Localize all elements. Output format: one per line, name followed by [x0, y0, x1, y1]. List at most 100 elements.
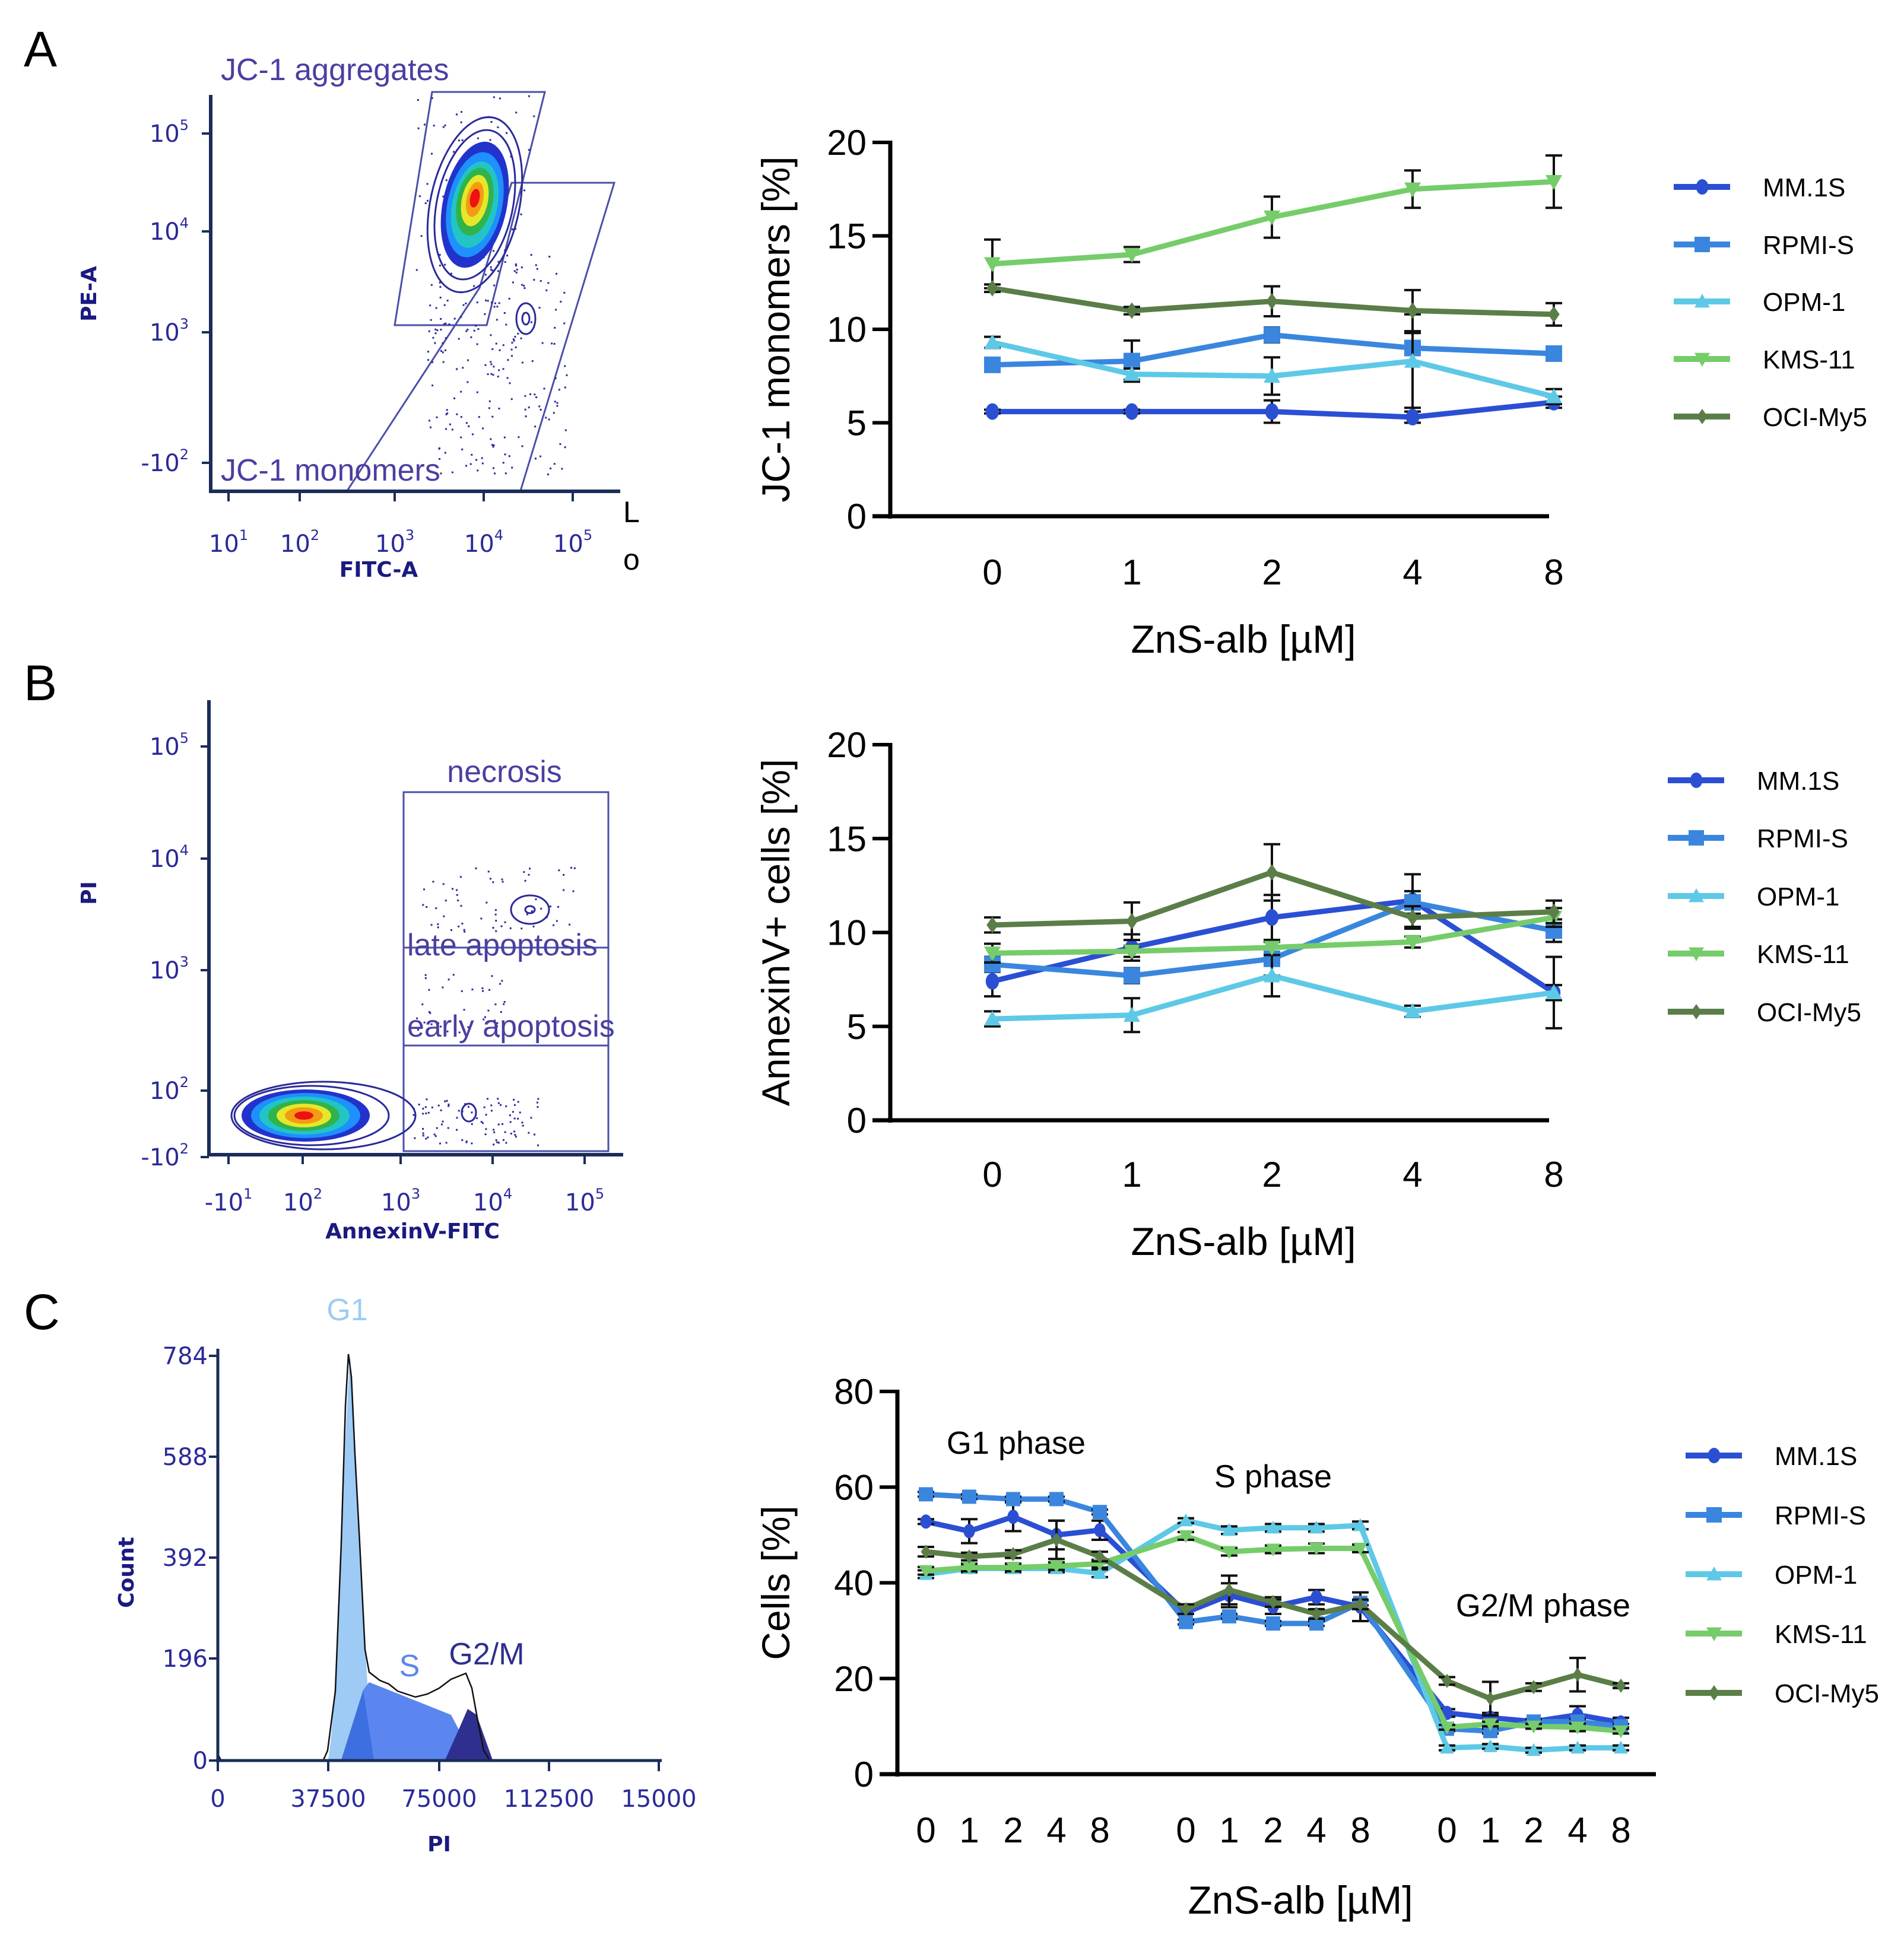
phase-label: G2/M phase [1456, 1588, 1630, 1623]
histogram-x-tick: 112500 [504, 1785, 595, 1813]
data-point [1265, 909, 1279, 926]
legend-marker [1706, 1566, 1722, 1581]
legend-item: MM.1S [1674, 173, 1845, 202]
data-point [1124, 944, 1140, 960]
histogram-x-label: PI [427, 1832, 451, 1857]
data-point [964, 1549, 975, 1564]
flow-b-events [412, 866, 576, 1146]
x-axis-label: ZnS-alb [µM] [1131, 1219, 1356, 1263]
data-point [921, 1545, 931, 1559]
flow-b-y-tick: 104 [150, 842, 189, 873]
series-oci-my5 [984, 843, 1562, 942]
y-axis-label: AnnexinV+ cells [%] [754, 759, 798, 1106]
y-tick-label: 5 [847, 403, 867, 443]
flow-b-y-tick: -102 [141, 1140, 189, 1171]
histogram-y-tick: 392 [163, 1545, 208, 1572]
data-point [1124, 1006, 1140, 1022]
histogram-x-tick: 37500 [290, 1785, 366, 1813]
y-tick-label: 15 [827, 819, 867, 859]
series-opm-1 [984, 954, 1562, 1034]
data-point [1124, 247, 1140, 263]
data-point [1407, 302, 1419, 319]
legend-label: RPMI-S [1763, 231, 1854, 260]
data-point [1616, 1678, 1626, 1693]
x-tick-label: 4 [1046, 1810, 1066, 1850]
data-point [1266, 1520, 1280, 1534]
series-opm-1 [984, 313, 1562, 409]
legend-item: RPMI-S [1674, 231, 1854, 260]
y-tick-label: 80 [834, 1372, 874, 1412]
peak-label-s: S [399, 1649, 420, 1683]
phase-label: G1 phase [947, 1425, 1086, 1461]
s-phase-fill [341, 1682, 475, 1760]
x-tick-label: 4 [1402, 1155, 1422, 1194]
data-point [1126, 913, 1138, 930]
data-point [1572, 1667, 1583, 1682]
data-point [1179, 1530, 1193, 1543]
data-point [1404, 182, 1421, 198]
x-tick-label: 1 [1480, 1810, 1500, 1850]
y-axis-label: JC-1 monomers [%] [754, 156, 798, 502]
data-point [986, 279, 998, 297]
y-axis-label: Cells [%] [754, 1505, 798, 1660]
flow-plot-jc1: 105 104 103 -102 101 102 103 104 105 PE-A FITC-… [77, 53, 640, 582]
y-tick-label: 10 [827, 310, 867, 349]
data-point [1548, 306, 1560, 323]
cell-cycle-histogram: 784 588 392 196 0 0 37500 75000 112500 15000 Cou… [115, 1293, 697, 1857]
flow-b-y-tick: 105 [150, 730, 189, 761]
data-point [1483, 1739, 1497, 1752]
x-tick-label: 4 [1402, 552, 1422, 592]
data-point [1179, 1513, 1193, 1527]
data-point [1124, 967, 1140, 984]
flow-a-density [426, 116, 537, 335]
data-point [1546, 345, 1562, 362]
flow-a-x-tick: 105 [553, 527, 592, 558]
data-point [984, 1011, 1001, 1026]
g2m-peak-fill [445, 1709, 493, 1760]
flow-b-density [230, 894, 550, 1151]
data-point [1049, 1560, 1064, 1574]
data-point [1442, 1673, 1452, 1688]
x-tick-label: 0 [982, 1155, 1002, 1194]
legend-label: OPM-1 [1757, 882, 1839, 911]
legend-marker [1708, 1685, 1720, 1701]
flow-a-plot-area [211, 98, 620, 490]
legend-label: KMS-11 [1763, 345, 1855, 374]
data-point [1094, 1523, 1106, 1537]
data-point [1006, 1562, 1020, 1575]
data-point [1483, 1718, 1497, 1731]
data-point [962, 1489, 976, 1504]
legend-marker [1694, 237, 1710, 252]
data-point [1407, 909, 1419, 926]
x-tick-label: 2 [1262, 1155, 1281, 1194]
flow-b-x-tick: 104 [473, 1186, 512, 1216]
legend-marker [1694, 352, 1710, 367]
data-point [1548, 903, 1560, 920]
data-point [1266, 293, 1278, 310]
data-point [1007, 1510, 1019, 1524]
legend-label: OCI-My5 [1775, 1679, 1879, 1708]
data-point [1353, 1518, 1367, 1531]
y-tick-label: 5 [847, 1007, 867, 1047]
series-kms-11 [984, 907, 1562, 964]
data-point [1570, 1740, 1585, 1754]
data-point [1404, 935, 1421, 951]
flow-a-x-tick: 104 [464, 527, 503, 558]
flow-a-y-tick: -102 [141, 446, 189, 477]
series-mm-1s [984, 393, 1562, 426]
data-point [1224, 1583, 1235, 1597]
data-point [1546, 174, 1562, 190]
data-point [1264, 940, 1280, 956]
data-point [1126, 302, 1138, 319]
legend-label: OCI-My5 [1763, 403, 1867, 432]
flow-b-y-tick: 102 [150, 1074, 189, 1105]
chart-annexin-cells: 0 5 10 15 20 0 1 2 4 8 ZnS-alb [µM] AnnexinV+ cells… [754, 725, 1861, 1263]
y-tick-label: 20 [834, 1659, 874, 1699]
flow-a-y-label: PE-A [77, 266, 101, 322]
legend-marker [1706, 1627, 1722, 1641]
legend-label: OCI-My5 [1757, 998, 1861, 1027]
x-tick-label: 0 [1437, 1810, 1456, 1850]
data-point [1527, 1743, 1541, 1756]
data-point [963, 1524, 975, 1539]
histogram-y-tick: 0 [193, 1747, 208, 1775]
